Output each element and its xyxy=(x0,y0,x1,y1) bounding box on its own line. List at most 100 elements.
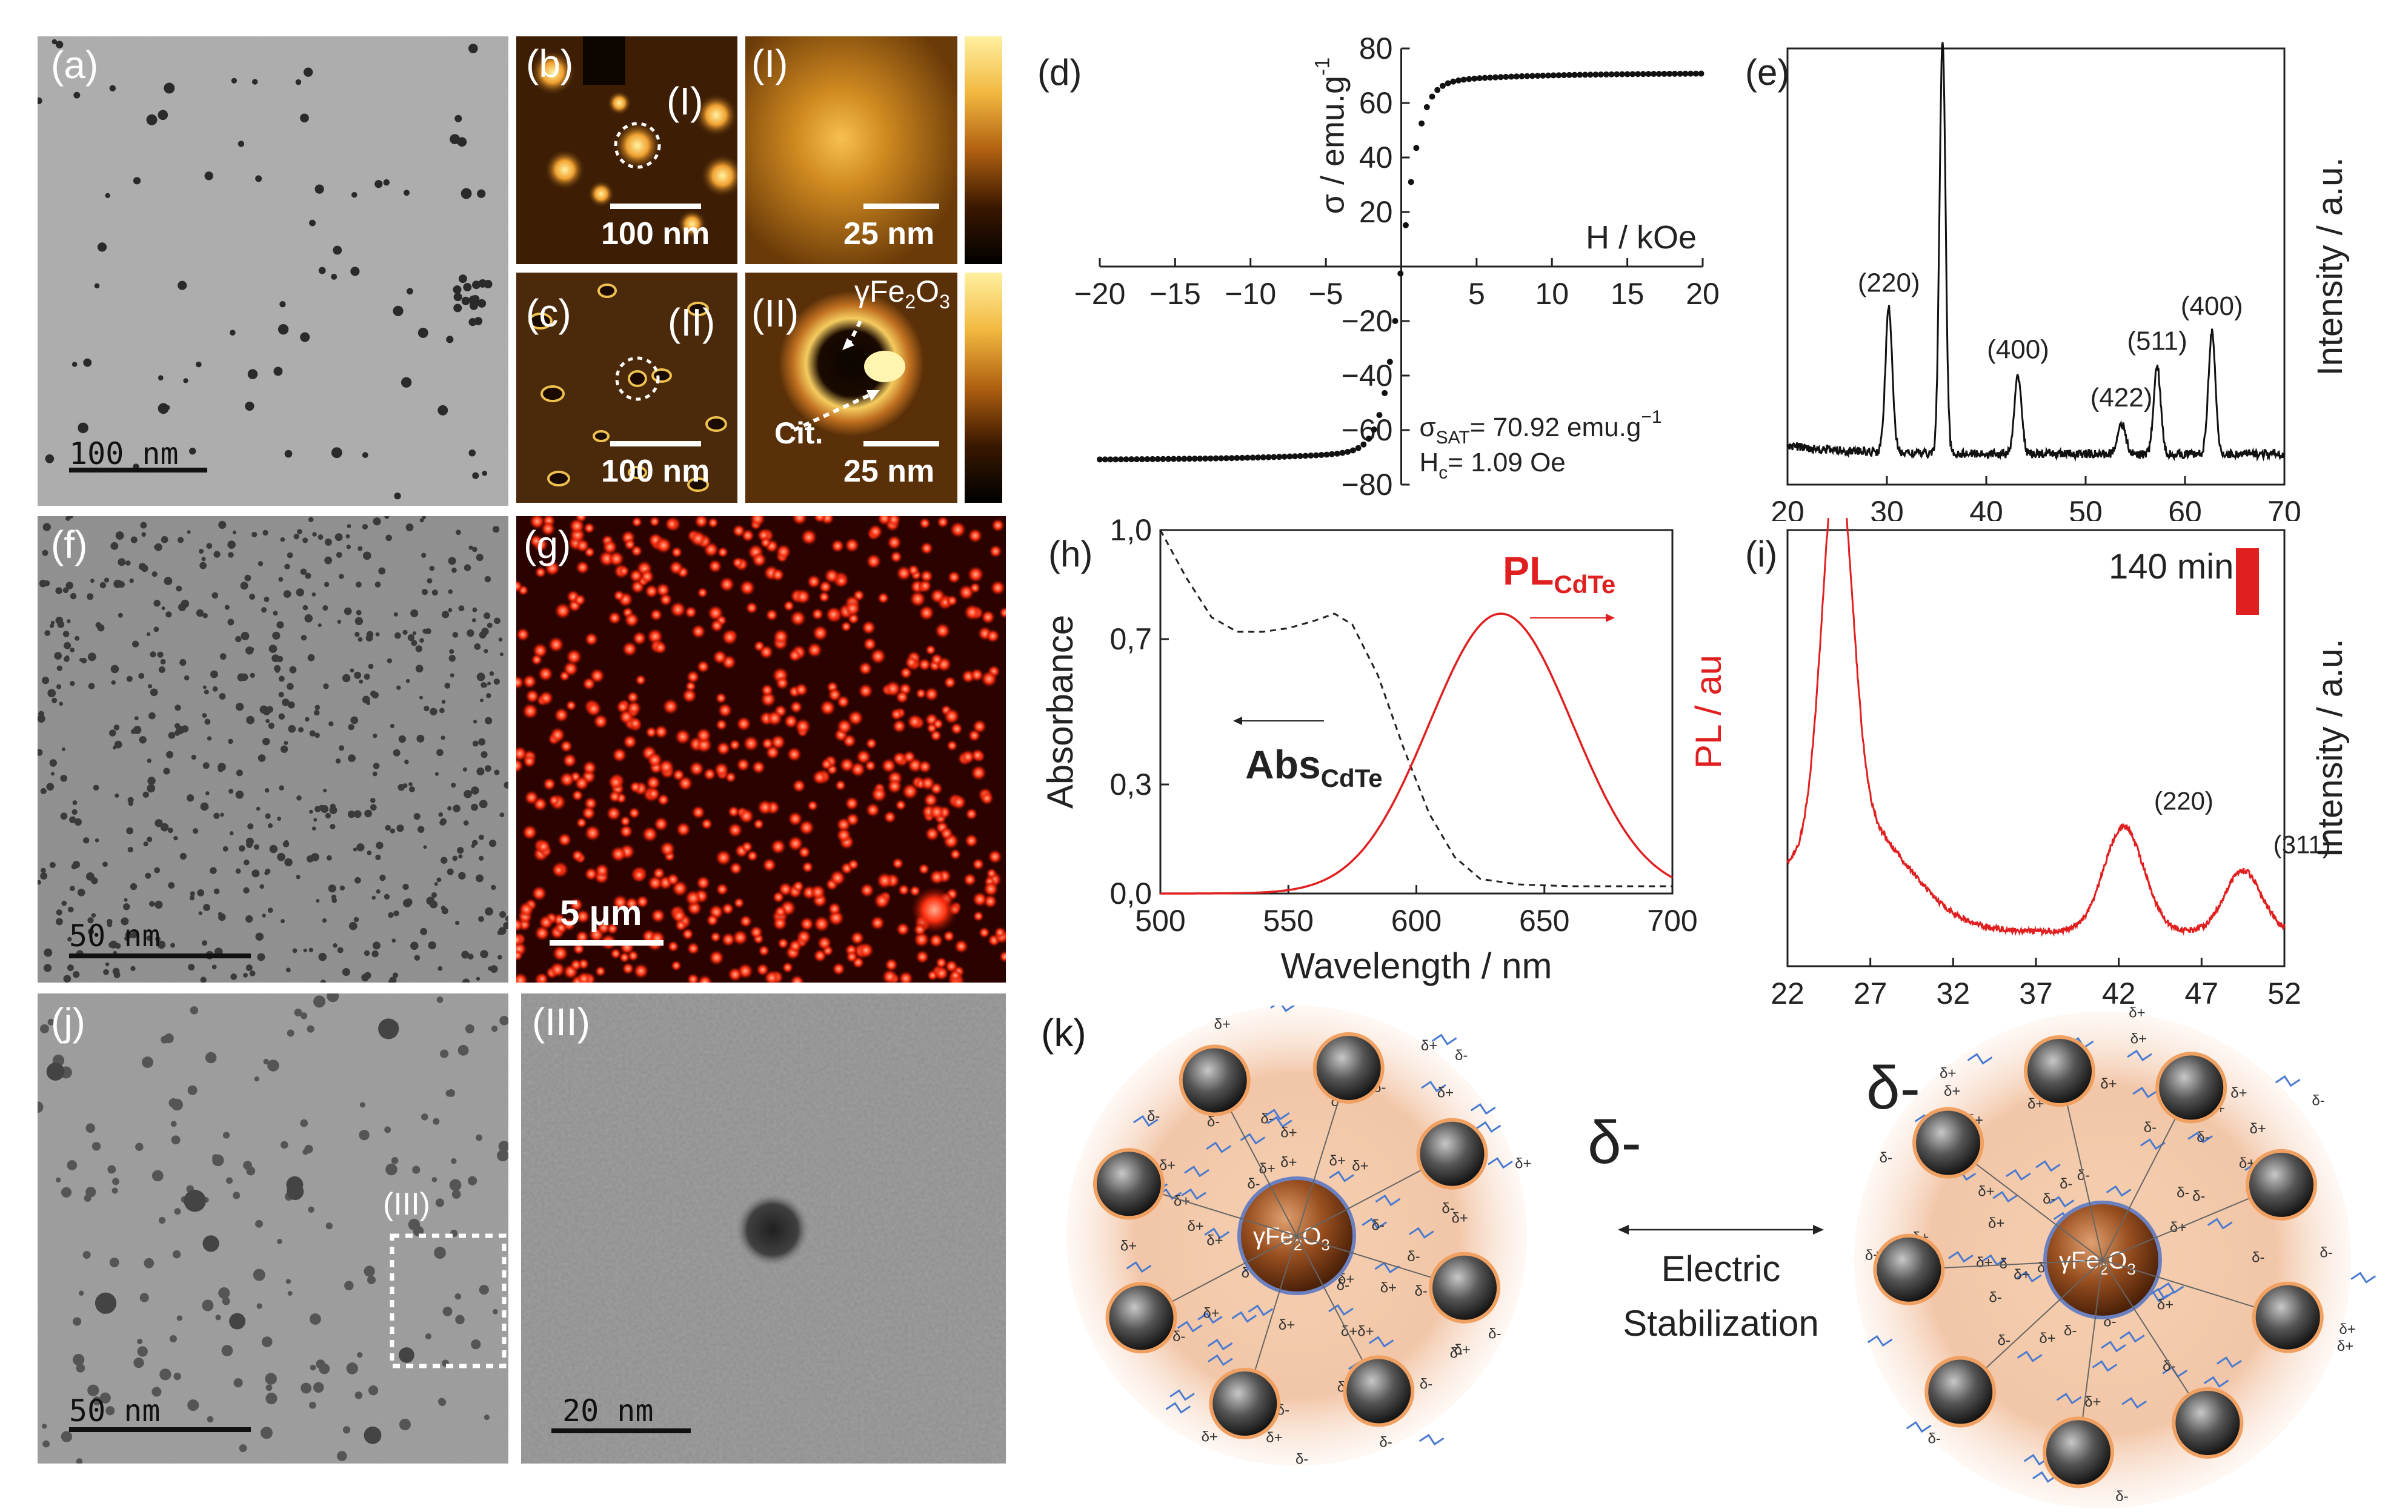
nanoparticle xyxy=(490,965,498,973)
data-point xyxy=(1397,270,1404,277)
nanoparticle xyxy=(42,549,48,556)
nanoparticle xyxy=(258,754,266,762)
fluorescent-dot xyxy=(920,542,934,555)
nanoparticle xyxy=(69,816,76,823)
fluorescent-dot xyxy=(729,861,743,875)
nanoparticle xyxy=(161,606,165,611)
fluorescent-dot xyxy=(861,620,876,635)
nanoparticle xyxy=(226,1177,233,1184)
nanoparticle xyxy=(183,378,188,383)
fluorescent-dot xyxy=(529,516,545,529)
fluorescent-dot xyxy=(994,926,1006,939)
fluorescent-dot xyxy=(918,605,935,621)
nanoparticle xyxy=(287,701,295,709)
fluorescent-dot xyxy=(516,758,524,773)
panel-II-afm-zoom: (II) γFe2O3 Cit. 25 nm xyxy=(745,273,957,503)
peak-label: (400) xyxy=(2181,291,2243,321)
nanoparticle xyxy=(250,672,255,678)
nanoparticle xyxy=(175,705,181,711)
nanoparticle xyxy=(172,1250,181,1259)
nanoparticle xyxy=(77,888,85,897)
nanoparticle xyxy=(78,1290,84,1296)
charge-mark: δ+ xyxy=(2230,1085,2247,1101)
nanoparticle xyxy=(385,824,391,831)
nanoparticle xyxy=(42,523,51,531)
x-tick-label: 20 xyxy=(1686,277,1720,311)
fluorescent-dot xyxy=(550,961,566,978)
polymer-chain xyxy=(1207,1354,1233,1366)
fluorescent-dot xyxy=(717,546,729,558)
nanoparticle xyxy=(389,976,397,983)
nanoparticle xyxy=(126,827,134,835)
nanoparticle xyxy=(109,85,116,91)
nanoparticle xyxy=(240,582,248,590)
fluorescent-dot xyxy=(536,973,548,983)
nanoparticle xyxy=(314,184,324,194)
nanoparticle xyxy=(427,578,433,584)
polymer-chain xyxy=(2121,1397,2147,1409)
nanoparticle xyxy=(300,113,309,123)
nanoparticle xyxy=(499,812,505,818)
quantum-dot xyxy=(1429,1252,1501,1324)
nanoparticle xyxy=(300,332,310,342)
nanoparticle xyxy=(245,837,254,846)
charge-mark: δ- xyxy=(1407,1248,1420,1265)
charge-mark: δ- xyxy=(1172,1328,1185,1345)
nanoparticle xyxy=(204,718,211,725)
nanoparticle xyxy=(385,534,392,542)
nanoparticle xyxy=(436,749,444,757)
fluorescent-dot xyxy=(544,560,560,577)
nanoparticle xyxy=(235,703,244,711)
data-point xyxy=(1218,455,1225,462)
nanoparticle xyxy=(375,632,380,637)
nanoparticle xyxy=(409,786,415,792)
fluorescent-dot xyxy=(659,841,676,857)
panel-b-afm: (b) (I) 100 nm xyxy=(516,36,737,264)
nanoparticle xyxy=(265,813,271,819)
nanoparticle xyxy=(60,812,68,820)
nanoparticle xyxy=(261,607,267,613)
nanoparticle xyxy=(87,1384,99,1396)
fluorescent-dot xyxy=(882,969,898,983)
nanoparticle xyxy=(479,698,484,703)
data-point xyxy=(1423,104,1430,110)
data-point xyxy=(1635,71,1641,78)
nanoparticle xyxy=(87,917,94,924)
nanoparticle xyxy=(151,1387,162,1397)
nanoparticle xyxy=(206,543,213,549)
nanoparticle xyxy=(148,712,156,720)
data-point xyxy=(1366,436,1372,442)
nanoparticle xyxy=(316,899,320,903)
nanoparticle xyxy=(328,721,334,727)
nanoparticle xyxy=(184,675,190,681)
nanoparticle xyxy=(457,847,464,854)
nanoparticle xyxy=(484,765,491,772)
charge-mark: δ+ xyxy=(1515,1155,1531,1172)
nanoparticle xyxy=(211,964,217,970)
nanoparticle xyxy=(268,823,273,829)
nanoparticle xyxy=(319,1363,330,1374)
y-axis-label: Absorbance xyxy=(1040,615,1080,809)
nanoparticle xyxy=(153,545,158,549)
fluorescent-dot xyxy=(715,849,732,866)
fluorescent-dot xyxy=(613,589,625,602)
fluorescent-dot xyxy=(582,677,596,691)
nanoparticle xyxy=(376,841,384,849)
nanoparticle xyxy=(326,855,332,861)
nanoparticle xyxy=(318,267,326,274)
nanoparticle xyxy=(448,589,453,594)
x-tick-label: −20 xyxy=(1074,277,1126,311)
fluorescent-dot xyxy=(832,962,846,976)
scale-bar-II xyxy=(863,441,939,446)
fluorescent-dot xyxy=(611,747,627,763)
fluorescent-dot xyxy=(968,528,983,543)
data-point xyxy=(1671,70,1678,77)
nanoparticle xyxy=(103,969,109,975)
nanoparticle xyxy=(237,673,245,681)
fluorescent-dot xyxy=(562,753,577,768)
nanoparticle xyxy=(465,1024,474,1033)
nanoparticle xyxy=(158,1216,166,1224)
nanoparticle xyxy=(468,545,473,550)
data-point xyxy=(1133,456,1140,463)
nanoparticle xyxy=(472,546,477,552)
